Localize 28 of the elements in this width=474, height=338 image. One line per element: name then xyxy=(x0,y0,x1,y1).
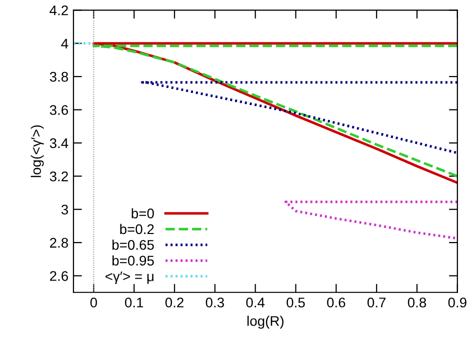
y-tick-label: 2.6 xyxy=(50,271,68,281)
x-tick-label: 0.4 xyxy=(246,298,265,308)
x-tick-label: 0.8 xyxy=(408,298,426,308)
x-tick-label: 0.1 xyxy=(124,298,144,308)
x-tick-label: 0.7 xyxy=(367,298,386,308)
x-tick-label: 0.9 xyxy=(448,298,466,308)
y-tick-label: 2.8 xyxy=(50,238,68,248)
legend-label: b=0 xyxy=(132,208,154,218)
y-tick-label: 4 xyxy=(61,38,68,48)
x-tick-label: 0.3 xyxy=(206,298,224,308)
y-axis-title: log(<γ′>) xyxy=(30,125,44,178)
y-tick-label: 4.2 xyxy=(50,5,68,16)
y-tick-label: 3.4 xyxy=(50,138,68,148)
legend-label: <γ′> = μ xyxy=(106,272,154,284)
y-tick-label: 3.8 xyxy=(50,72,68,82)
line-series xyxy=(284,200,458,240)
line-series xyxy=(140,81,458,154)
x-tick-label: 0.6 xyxy=(327,298,346,308)
legend-label: b=0.2 xyxy=(120,224,154,234)
y-tick-label: 3 xyxy=(61,204,68,215)
y-tick-label: 3.6 xyxy=(50,105,68,115)
x-axis-title: log(R) xyxy=(247,316,284,329)
y-tick-label: 3.2 xyxy=(50,171,68,182)
x-tick-label: 0.2 xyxy=(165,298,184,308)
x-tick-label: 0.5 xyxy=(286,298,305,308)
x-tick-label: 0 xyxy=(90,298,97,308)
legend-label: b=0.65 xyxy=(112,240,154,250)
legend-label: b=0.95 xyxy=(112,255,154,266)
